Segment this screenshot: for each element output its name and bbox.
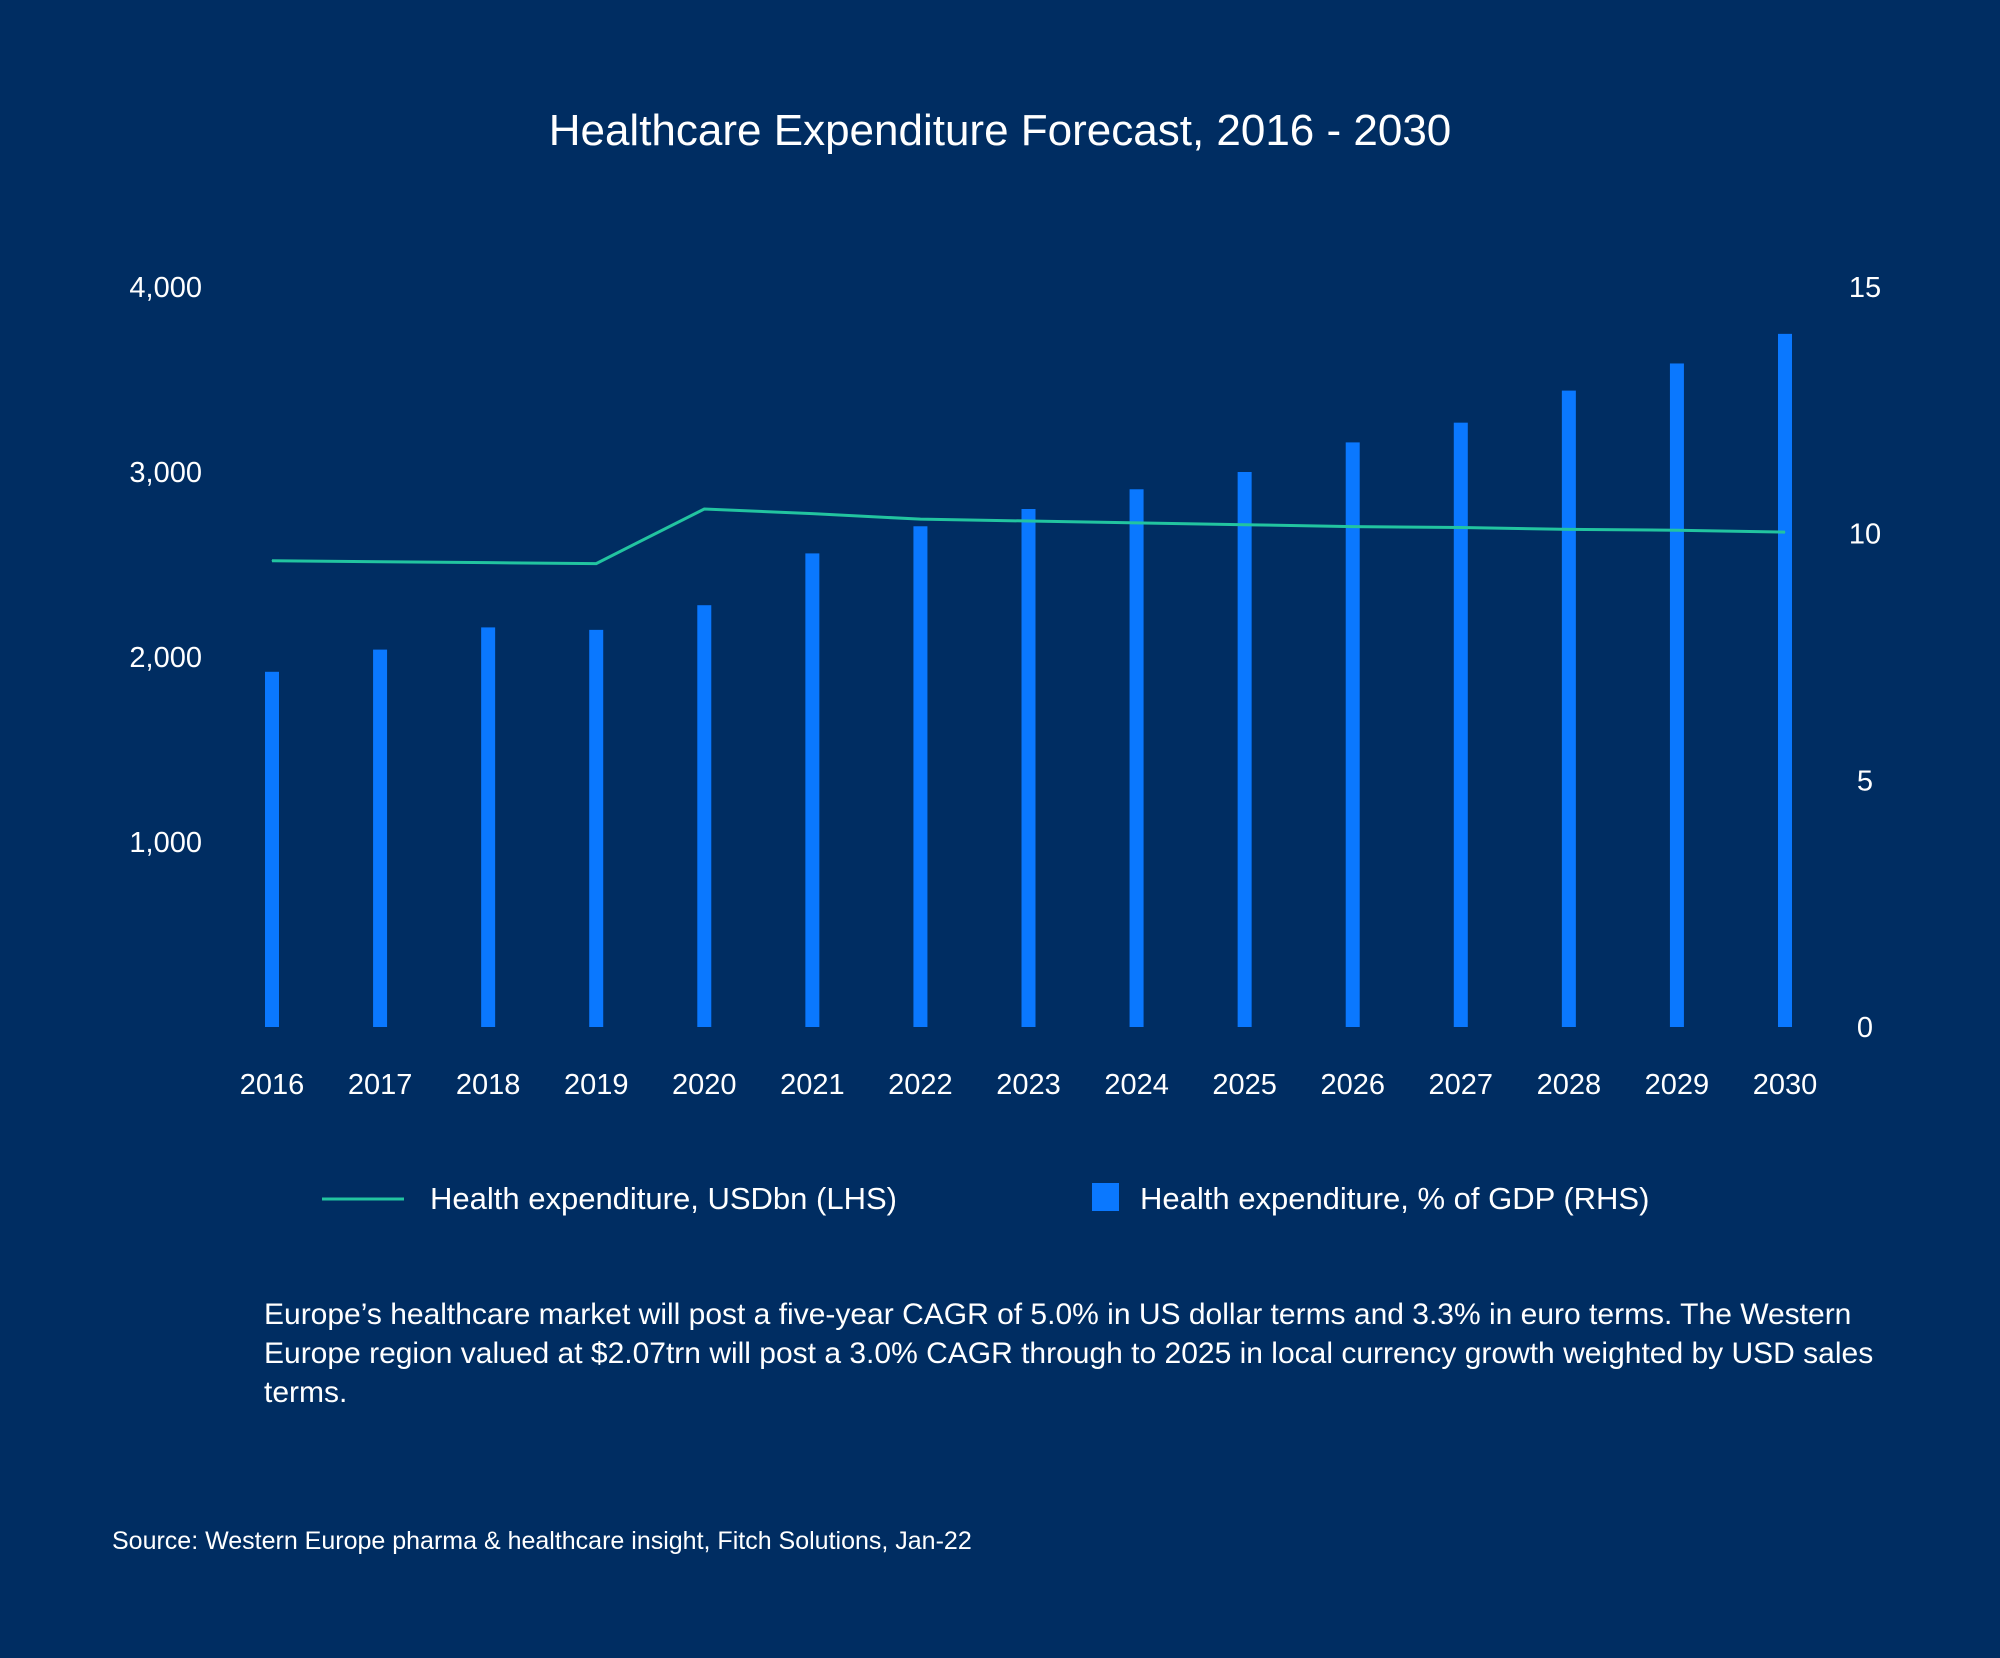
line-series [271, 507, 1786, 566]
x-tick-label: 2025 [1212, 1069, 1277, 1101]
bar [1561, 390, 1576, 1028]
bar [1237, 472, 1252, 1027]
line-point [1028, 520, 1029, 522]
x-tick-label: 2018 [456, 1069, 521, 1101]
bar [913, 526, 928, 1027]
x-tick-label: 2017 [348, 1069, 413, 1101]
chart-caption: Europe’s healthcare market will post a f… [264, 1298, 1874, 1409]
line-point [379, 561, 381, 563]
x-tick-label: 2029 [1645, 1069, 1710, 1101]
x-tick-label: 2024 [1104, 1069, 1169, 1101]
legend-line-label: Health expenditure, USDbn (LHS) [430, 1181, 897, 1216]
x-tick-label: 2022 [888, 1069, 953, 1101]
bar [1669, 363, 1684, 1027]
line-point [1676, 529, 1678, 531]
bar [265, 671, 279, 1027]
line-point [595, 563, 597, 565]
bar [1021, 509, 1036, 1027]
line-point [811, 513, 813, 515]
right-axis: 0 5 10 15 [1849, 272, 1881, 1044]
bar [481, 627, 496, 1027]
bar-series [265, 333, 1792, 1028]
x-tick-label: 2027 [1429, 1069, 1494, 1101]
legend: Health expenditure, USDbn (LHS) Health e… [322, 1181, 1649, 1216]
bar [805, 553, 820, 1027]
bar [1453, 422, 1468, 1028]
x-tick-label: 2023 [996, 1069, 1061, 1101]
bar [589, 629, 604, 1027]
line-point [1244, 524, 1246, 526]
line-point [487, 562, 489, 564]
line-point [919, 518, 921, 520]
bar [697, 605, 712, 1027]
x-tick-label: 2019 [564, 1069, 629, 1101]
line-point [1352, 526, 1354, 528]
legend-bar-swatch [1092, 1183, 1119, 1211]
line-point [271, 560, 273, 562]
chart-title: Healthcare Expenditure Forecast, 2016 - … [549, 106, 1452, 155]
bar [1129, 489, 1144, 1027]
x-tick-label: 2016 [240, 1069, 305, 1101]
left-tick-label: 4,000 [129, 272, 202, 304]
line-point [1568, 528, 1570, 530]
right-tick-label: 0 [1857, 1012, 1873, 1044]
left-tick-label: 3,000 [129, 457, 202, 489]
line-point [1136, 522, 1138, 524]
x-tick-label: 2026 [1320, 1069, 1385, 1101]
x-tick-label: 2028 [1537, 1069, 1602, 1101]
right-tick-label: 10 [1849, 519, 1881, 551]
left-axis: 1,000 2,000 3,000 4,000 [129, 272, 202, 859]
x-axis: 2016 2017 2018 2019 2020 2021 2022 2023 2024 2025… [240, 1069, 1818, 1101]
left-tick-label: 2,000 [129, 642, 202, 674]
left-tick-label: 1,000 [129, 827, 202, 859]
bar [1778, 333, 1792, 1027]
bar [1345, 442, 1360, 1027]
bar [373, 649, 388, 1027]
line-point [703, 508, 705, 510]
right-tick-label: 5 [1857, 765, 1873, 797]
x-tick-label: 2020 [672, 1069, 737, 1101]
legend-bar-label: Health expenditure, % of GDP (RHS) [1140, 1181, 1649, 1216]
line-point [1460, 527, 1462, 528]
x-tick-label: 2021 [780, 1069, 845, 1101]
line-point [1784, 531, 1786, 533]
right-tick-label: 15 [1849, 272, 1881, 304]
x-tick-label: 2030 [1753, 1069, 1818, 1101]
source-note: Source: Western Europe pharma & healthca… [112, 1527, 972, 1555]
